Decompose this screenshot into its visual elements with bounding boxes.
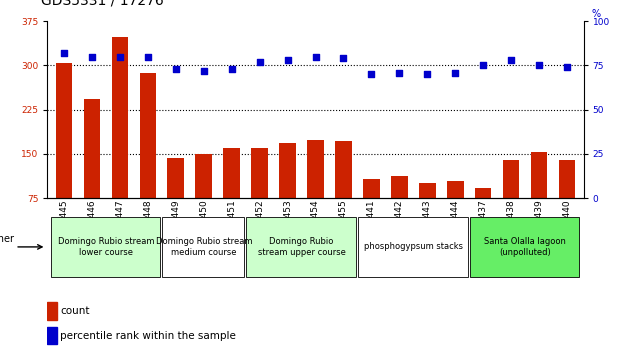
Point (199, 68, 209, 74)
FancyBboxPatch shape (162, 217, 244, 277)
Text: Domingo Rubio stream
lower course: Domingo Rubio stream lower course (58, 237, 154, 257)
Point (422, 72, 432, 77)
Text: percentile rank within the sample: percentile rank within the sample (60, 331, 236, 341)
Bar (475, 188, 492, 198)
Point (143, 54, 153, 59)
FancyBboxPatch shape (50, 217, 160, 277)
Text: other: other (0, 234, 14, 245)
Point (283, 57, 293, 63)
FancyBboxPatch shape (246, 217, 356, 277)
Bar (167, 158, 184, 198)
Bar (112, 37, 128, 198)
Bar (47, 302, 57, 320)
Bar (196, 154, 212, 198)
Point (506, 57, 516, 63)
Point (478, 63, 488, 68)
Bar (335, 141, 352, 198)
Bar (531, 152, 547, 198)
Text: phosphogypsum stacks: phosphogypsum stacks (364, 242, 463, 251)
FancyBboxPatch shape (358, 217, 468, 277)
Point (310, 54, 321, 59)
Point (562, 64, 572, 70)
Bar (307, 141, 324, 198)
Text: Domingo Rubio stream
medium course: Domingo Rubio stream medium course (155, 237, 252, 257)
Bar (503, 160, 519, 198)
Bar (558, 160, 575, 198)
Bar (139, 73, 156, 198)
Text: Domingo Rubio
stream upper course: Domingo Rubio stream upper course (257, 237, 345, 257)
Bar (223, 148, 240, 198)
Point (87, 54, 97, 59)
Point (115, 54, 125, 59)
Text: %: % (592, 10, 601, 19)
Text: Santa Olalla lagoon
(unpolluted): Santa Olalla lagoon (unpolluted) (484, 237, 566, 257)
Bar (419, 183, 435, 198)
Bar (251, 148, 268, 198)
Point (59, 50, 69, 56)
Bar (363, 179, 380, 198)
Bar (56, 63, 73, 198)
Point (450, 70, 460, 75)
Text: count: count (60, 306, 90, 316)
Bar (84, 99, 100, 198)
Point (171, 66, 181, 72)
FancyBboxPatch shape (469, 217, 579, 277)
Bar (391, 176, 408, 198)
Bar (47, 327, 57, 344)
Point (367, 72, 377, 77)
Point (254, 59, 264, 65)
Point (534, 63, 544, 68)
Point (227, 66, 237, 72)
Text: GDS5331 / 17276: GDS5331 / 17276 (41, 0, 164, 7)
Bar (447, 181, 464, 198)
Point (394, 70, 404, 75)
Point (338, 56, 348, 61)
Bar (279, 143, 296, 198)
